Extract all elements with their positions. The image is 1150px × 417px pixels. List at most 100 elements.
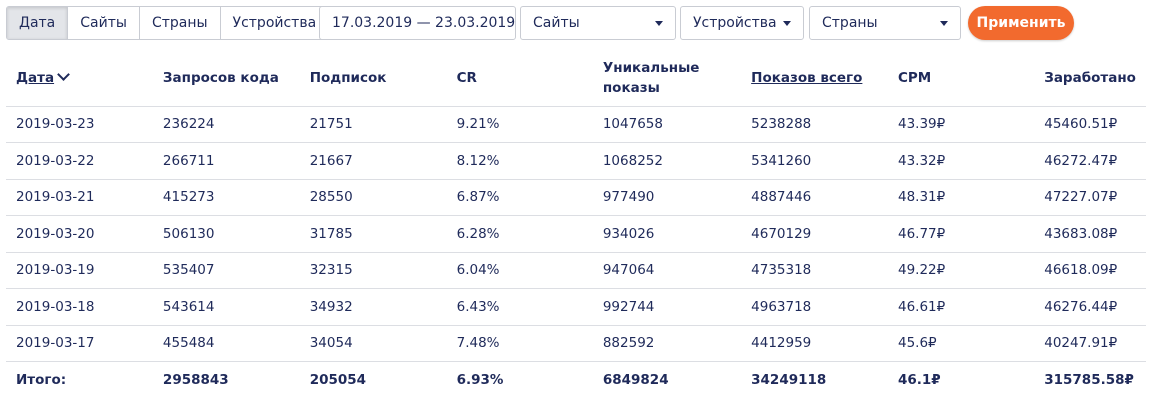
cell-total-views: 4412959 <box>741 324 888 362</box>
devices-select[interactable]: Устройства <box>680 6 804 40</box>
table-row: 2019-03-23 236224 21751 9.21% 1047658 5238288… <box>6 105 1146 143</box>
table-total-row: Итого: 2958843 205054 6.93% 6849824 34249118 4… <box>6 361 1146 398</box>
total-cr: 6.93% <box>446 361 593 398</box>
column-header-earned: Заработано <box>1044 69 1136 86</box>
cell-cpm: 43.39₽ <box>887 105 1035 143</box>
cell-date: 2019-03-18 <box>6 288 153 325</box>
chevron-down-icon <box>783 21 791 26</box>
cell-unique-views: 947064 <box>592 251 742 289</box>
sites-select[interactable]: Сайты <box>520 6 676 40</box>
cell-cpm: 48.31₽ <box>887 178 1035 216</box>
cell-cr: 7.48% <box>446 324 593 362</box>
chevron-down-icon <box>655 21 663 26</box>
column-header-date[interactable]: Дата <box>6 50 153 106</box>
tab-sites[interactable]: Сайты <box>68 7 140 39</box>
column-header-total-views[interactable]: Показов всего <box>741 50 888 106</box>
cell-earned: 45460.51₽ <box>1034 105 1146 143</box>
cell-cr: 6.28% <box>446 215 593 252</box>
cell-cpm: 43.32₽ <box>887 142 1035 179</box>
total-unique-views: 6849824 <box>592 361 742 398</box>
chevron-down-icon <box>940 21 948 26</box>
countries-select[interactable]: Страны <box>809 6 961 40</box>
column-header-total-views-label: Показов всего <box>751 69 863 86</box>
sort-descending-icon <box>57 67 70 81</box>
cell-subscriptions: 28550 <box>299 178 447 216</box>
cell-total-views: 4735318 <box>741 251 888 289</box>
column-header-unique-views: Уникальные показы <box>593 50 741 106</box>
cell-total-views: 4963718 <box>741 288 888 325</box>
cell-cr: 6.43% <box>446 288 593 325</box>
cell-unique-views: 882592 <box>592 324 742 362</box>
sites-select-value: Сайты <box>533 15 580 31</box>
countries-select-value: Страны <box>822 15 878 31</box>
column-header-code-requests: Запросов кода <box>162 69 279 86</box>
column-header-subscriptions: Подписок <box>309 69 387 86</box>
cell-subscriptions: 31785 <box>299 215 447 252</box>
cell-cr: 6.04% <box>446 251 593 289</box>
stats-table: Дата Запросов кода Подписок CR Уникальны… <box>6 50 1146 398</box>
total-earned: 315785.58₽ <box>1034 361 1146 398</box>
apply-button[interactable]: Применить <box>968 6 1074 40</box>
cell-total-views: 4887446 <box>741 178 888 216</box>
cell-unique-views: 1047658 <box>592 105 742 143</box>
cell-earned: 43683.08₽ <box>1034 215 1146 252</box>
table-row: 2019-03-21 415273 28550 6.87% 977490 4887446 4… <box>6 178 1146 216</box>
cell-earned: 47227.07₽ <box>1034 178 1146 216</box>
total-cpm: 46.1₽ <box>887 361 1035 398</box>
column-header-cr: CR <box>456 69 477 86</box>
tab-devices[interactable]: Устройства <box>220 7 329 39</box>
cell-subscriptions: 34932 <box>299 288 447 325</box>
column-header-cpm: CPM <box>897 69 932 86</box>
cell-code-requests: 266711 <box>152 142 300 179</box>
cell-code-requests: 415273 <box>152 178 300 216</box>
cell-date: 2019-03-17 <box>6 324 153 362</box>
cell-cpm: 49.22₽ <box>887 251 1035 289</box>
tab-countries[interactable]: Страны <box>139 7 221 39</box>
cell-date: 2019-03-22 <box>6 142 153 179</box>
column-header-unique-views-line2: показы <box>602 79 660 96</box>
cell-total-views: 4670129 <box>741 215 888 252</box>
table-row: 2019-03-20 506130 31785 6.28% 934026 4670129 4… <box>6 215 1146 252</box>
table-row: 2019-03-22 266711 21667 8.12% 1068252 5341260… <box>6 142 1146 179</box>
cell-date: 2019-03-20 <box>6 215 153 252</box>
tab-date[interactable]: Дата <box>7 7 69 39</box>
cell-date: 2019-03-21 <box>6 178 153 216</box>
cell-earned: 46618.09₽ <box>1034 251 1146 289</box>
cell-unique-views: 1068252 <box>592 142 742 179</box>
cell-unique-views: 977490 <box>592 178 742 216</box>
column-header-unique-views-line1: Уникальные <box>602 59 700 76</box>
date-range-input[interactable]: 17.03.2019 — 23.03.2019 <box>319 6 516 40</box>
column-header-date-label: Дата <box>16 69 55 86</box>
cell-cr: 6.87% <box>446 178 593 216</box>
cell-total-views: 5238288 <box>741 105 888 143</box>
cell-cpm: 46.61₽ <box>887 288 1035 325</box>
cell-date: 2019-03-23 <box>6 105 153 143</box>
date-range-value: 17.03.2019 — 23.03.2019 <box>332 15 516 31</box>
cell-cr: 9.21% <box>446 105 593 143</box>
cell-subscriptions: 32315 <box>299 251 447 289</box>
cell-code-requests: 535407 <box>152 251 300 289</box>
table-row: 2019-03-19 535407 32315 6.04% 947064 4735318 4… <box>6 251 1146 289</box>
cell-unique-views: 934026 <box>592 215 742 252</box>
cell-code-requests: 236224 <box>152 105 300 143</box>
cell-earned: 40247.91₽ <box>1034 324 1146 362</box>
cell-earned: 46272.47₽ <box>1034 142 1146 179</box>
cell-earned: 46276.44₽ <box>1034 288 1146 325</box>
total-date: Итого: <box>6 361 153 398</box>
cell-subscriptions: 34054 <box>299 324 447 362</box>
cell-code-requests: 455484 <box>152 324 300 362</box>
cell-subscriptions: 21751 <box>299 105 447 143</box>
table-row: 2019-03-18 543614 34932 6.43% 992744 4963718 4… <box>6 288 1146 325</box>
cell-cpm: 46.77₽ <box>887 215 1035 252</box>
cell-date: 2019-03-19 <box>6 251 153 289</box>
cell-code-requests: 543614 <box>152 288 300 325</box>
total-total-views: 34249118 <box>741 361 888 398</box>
table-row: 2019-03-17 455484 34054 7.48% 882592 4412959 4… <box>6 324 1146 362</box>
cell-cr: 8.12% <box>446 142 593 179</box>
cell-unique-views: 992744 <box>592 288 742 325</box>
devices-select-value: Устройства <box>693 15 777 31</box>
cell-cpm: 45.6₽ <box>887 324 1035 362</box>
cell-total-views: 5341260 <box>741 142 888 179</box>
total-code-requests: 2958843 <box>152 361 300 398</box>
table-header-row: Дата Запросов кода Подписок CR Уникальны… <box>6 50 1146 106</box>
